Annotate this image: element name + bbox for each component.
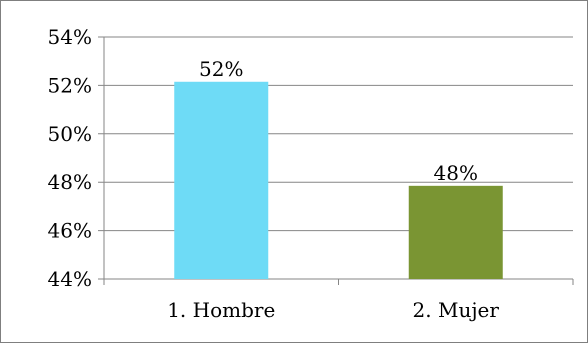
y-tick-label: 52% [48,73,92,97]
bar [408,185,503,279]
y-tick-label: 50% [48,122,92,146]
y-tick-label: 46% [48,219,92,243]
y-tick-label: 44% [48,267,92,291]
data-label: 48% [434,161,478,185]
x-category-label: 1. Hombre [167,298,275,322]
bar [174,81,269,280]
y-tick-label: 48% [48,170,92,194]
data-label: 52% [199,57,243,81]
y-tick-label: 54% [48,25,92,49]
x-category-label: 2. Mujer [413,298,500,322]
